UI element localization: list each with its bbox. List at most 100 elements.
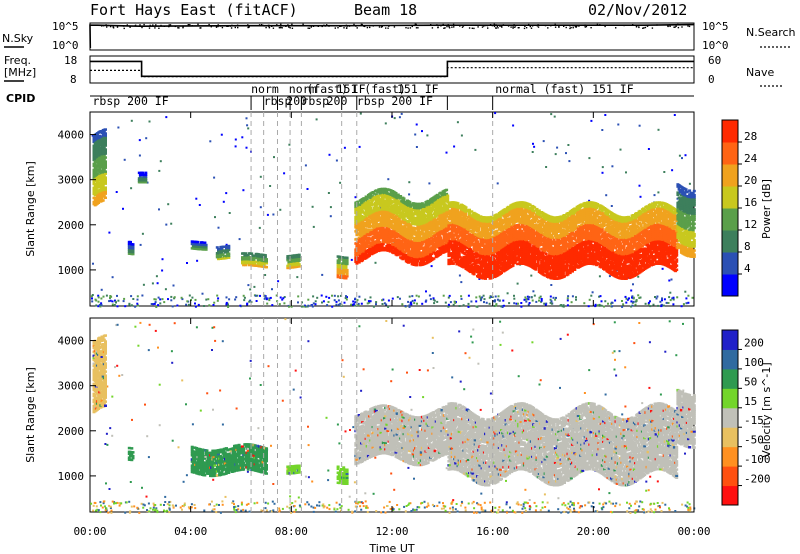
cpid-segment-label: normal (fast) 151 IF [495, 82, 634, 96]
echo-cell [374, 242, 378, 245]
echo-cell [478, 271, 482, 275]
noise-cell [176, 304, 179, 307]
echo-cell [484, 224, 487, 227]
sparse-cell [460, 281, 463, 284]
echo-cell [217, 250, 220, 253]
noise-cell [424, 300, 427, 303]
nsearch-point [484, 24, 486, 27]
noise-cell [561, 305, 564, 308]
noise-cell [312, 295, 315, 298]
echo-cell [511, 227, 515, 231]
echo-cell [514, 248, 518, 252]
noise-cell [387, 299, 390, 302]
echo-cell [465, 266, 469, 269]
echo-cell [432, 220, 436, 224]
sparse-cell [598, 275, 601, 278]
echo-cell [100, 163, 104, 166]
noise-cell [460, 295, 463, 298]
noise-cell [421, 302, 424, 305]
echo-cell [369, 198, 373, 201]
echo-cell [366, 212, 370, 215]
sparse-cell [425, 290, 427, 293]
nsearch-point [495, 24, 497, 26]
echo-cell [472, 230, 476, 233]
echo-cell [453, 213, 457, 217]
echo-cell [482, 234, 486, 237]
echo-cell [142, 175, 146, 178]
echo-cell [517, 217, 521, 221]
echo-cell [461, 236, 465, 240]
echo-cell [415, 231, 419, 234]
echo-cell [380, 246, 384, 250]
noise-cell [598, 303, 601, 306]
cpid-segment-label: 200 [327, 94, 348, 108]
noise-cell [194, 305, 197, 308]
noise-cell [136, 295, 139, 298]
echo-cell [442, 210, 446, 213]
nsearch-point [493, 23, 495, 26]
echo-cell [443, 236, 447, 239]
nsky-label: N.Sky [2, 32, 34, 45]
echo-cell [381, 212, 385, 215]
nsearch-point [496, 25, 499, 28]
echo-cell [495, 239, 499, 243]
echo-cell [374, 221, 378, 225]
noise-cell [624, 295, 627, 298]
noise-cell [662, 304, 665, 307]
echo-cell [363, 245, 367, 248]
echo-cell [516, 240, 520, 243]
echo-cell [496, 216, 500, 220]
echo-cell [138, 179, 142, 182]
noise-cell [132, 298, 135, 300]
echo-cell [497, 250, 501, 254]
echo-cell [474, 260, 478, 263]
nsearch-point [596, 23, 599, 26]
echo-cell [461, 247, 465, 250]
echo-cell [362, 252, 366, 255]
echo-cell [422, 252, 426, 256]
echo-cell [378, 241, 382, 244]
echo-cell [485, 226, 489, 229]
echo-cell [198, 245, 202, 249]
noise-cell [669, 299, 672, 302]
echo-cell [402, 209, 406, 213]
echo-cell [401, 247, 405, 251]
noise-cell [136, 302, 139, 305]
echo-cell [97, 165, 101, 168]
sparse-cell [234, 138, 237, 141]
echo-cell [477, 220, 481, 223]
echo-cell [494, 260, 498, 264]
echo-cell [102, 174, 106, 178]
noise-cell [167, 298, 169, 301]
echo-cell [476, 230, 479, 233]
nsearch-point [310, 26, 312, 28]
sparse-cell [139, 243, 142, 246]
echo-cell [385, 236, 389, 240]
echo-cell [422, 232, 426, 235]
nsearch-point [242, 25, 245, 27]
noise-cell [312, 302, 315, 305]
echo-cell [420, 206, 424, 209]
echo-cell [410, 216, 414, 219]
echo-cell [450, 231, 454, 235]
echo-cell [464, 206, 468, 209]
echo-cell [412, 226, 416, 230]
echo-cell [489, 260, 493, 264]
echo-cell [441, 241, 445, 244]
echo-cell [388, 237, 392, 241]
noise-cell [372, 305, 375, 308]
noise-cell [625, 301, 628, 304]
echo-cell [385, 196, 389, 199]
noise-cell [335, 300, 338, 303]
nsky-series-line [89, 23, 695, 49]
echo-cell [440, 229, 444, 233]
echo-cell [487, 238, 491, 242]
echo-cell [336, 267, 340, 271]
sparse-cell [501, 306, 504, 308]
noise-cell [631, 296, 634, 299]
echo-cell [458, 215, 462, 218]
echo-cell [289, 256, 293, 260]
echo-cell [363, 247, 367, 250]
echo-cell [427, 250, 431, 253]
echo-cell [479, 270, 483, 273]
